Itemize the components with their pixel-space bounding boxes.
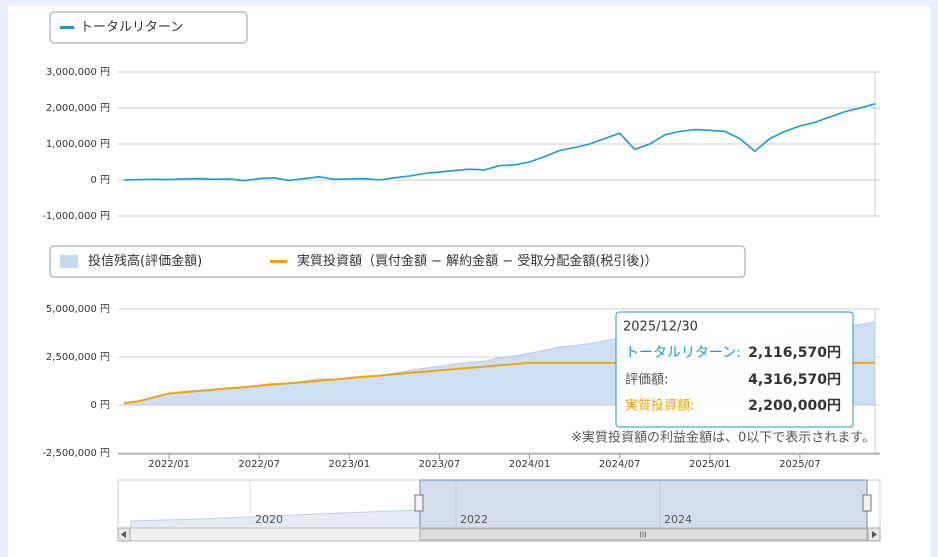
note: ※実質投資額の利益金額は、0以下で表示されます。: [571, 430, 875, 446]
scrollbar-thumb[interactable]: [419, 528, 868, 541]
panel: [8, 6, 930, 557]
nav-handle[interactable]: [414, 494, 424, 512]
tooltip-label: トータルリターン:: [625, 345, 741, 361]
nav-handle[interactable]: [862, 494, 872, 512]
x-tick-label: 2022/07: [238, 459, 280, 470]
tooltip-date: 2025/12/30: [623, 320, 698, 335]
arrow: [121, 531, 126, 538]
y-tick-label: 3,000,000 円: [46, 67, 110, 78]
nav-selection[interactable]: [419, 479, 868, 529]
legend-box: [49, 245, 746, 278]
tooltip-label: 実質投資額:: [625, 398, 694, 414]
line: [123, 103, 876, 182]
y-tick-label: 2,500,000 円: [46, 352, 110, 363]
y-tick-label: 2,000,000 円: [46, 103, 110, 114]
x-tick-label: 2023/01: [329, 459, 371, 470]
nav-label: 2024: [664, 513, 692, 526]
nav-label: 2022: [460, 513, 488, 526]
legend-box: [49, 11, 248, 44]
x-tick-label: 2025/01: [689, 459, 731, 470]
scrollbar-grip: III: [639, 531, 646, 540]
x-tick-label: 2023/07: [419, 459, 461, 470]
y-tick-label: 1,000,000 円: [46, 139, 110, 150]
tooltip-label: 評価額:: [625, 373, 668, 388]
y-tick-label: 5,000,000 円: [46, 304, 110, 315]
legend-swatch: [60, 255, 78, 268]
x-tick-label: 2025/07: [779, 459, 821, 470]
x-tick-label: 2024/07: [599, 459, 641, 470]
x-tick-label: 2022/01: [148, 459, 190, 470]
y-tick-label: 0 円: [90, 175, 110, 186]
arrow: [872, 531, 877, 538]
y-tick-label: -1,000,000 円: [42, 211, 110, 222]
nav-label: 2020: [255, 513, 283, 526]
legend-label: 投信残高(評価金額): [88, 253, 202, 269]
legend-label: 実質投資額（買付金額 − 解約金額 − 受取分配金額(税引後)）: [297, 253, 657, 269]
tooltip: [615, 311, 854, 428]
tooltip-value: 2,116,570円: [748, 345, 841, 361]
y-tick-label: 0 円: [90, 400, 110, 411]
tooltip-value: 4,316,570円: [748, 372, 841, 388]
tooltip-value: 2,200,000円: [748, 398, 841, 414]
y-tick-label: -2,500,000 円: [42, 448, 110, 459]
legend-label: トータルリターン: [80, 20, 183, 35]
x-tick-label: 2024/01: [509, 459, 551, 470]
